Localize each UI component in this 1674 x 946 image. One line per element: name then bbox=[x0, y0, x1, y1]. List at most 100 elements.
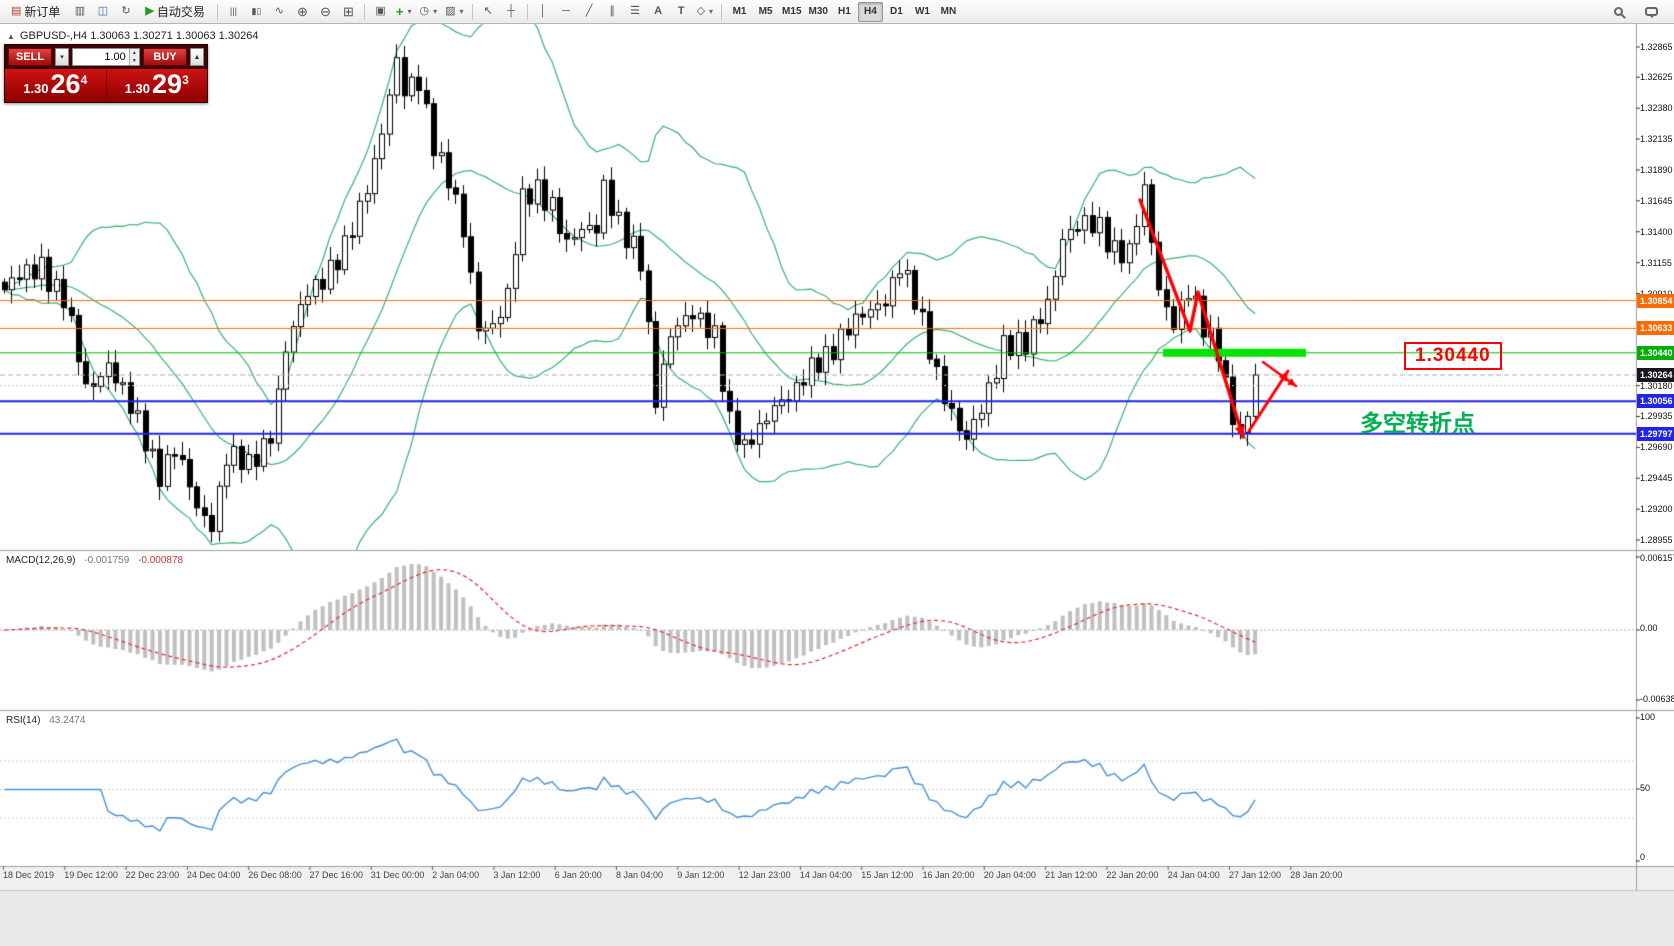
timeframe-m30[interactable]: M30 bbox=[808, 6, 828, 17]
line-chart-icon: ∿ bbox=[274, 5, 285, 17]
horizontal-line-tool-button[interactable]: ─ bbox=[556, 2, 577, 22]
price-scale-label: 1.29200 bbox=[1640, 504, 1673, 515]
bar-chart-button[interactable]: ||| bbox=[223, 2, 244, 22]
candlestick-chart-button[interactable]: ▮▯ bbox=[246, 2, 267, 22]
fibonacci-tool-button[interactable]: ☰ bbox=[625, 2, 646, 22]
price-scale-label: 1.29935 bbox=[1640, 411, 1673, 422]
price-scale-label: 1.30910 bbox=[1640, 289, 1673, 299]
toolbar-separator bbox=[721, 3, 723, 20]
volume-stepper: ▲ ▼ bbox=[128, 49, 139, 65]
crosshair-button[interactable]: ┼ bbox=[501, 2, 522, 22]
price-scale-label: 1.29690 bbox=[1640, 442, 1673, 453]
toolbar-separator bbox=[363, 3, 365, 20]
crosshair-icon: ┼ bbox=[507, 5, 515, 17]
price-tag-130440: 1.30440 bbox=[1637, 345, 1674, 360]
timeframe-m5[interactable]: M5 bbox=[758, 6, 773, 17]
candlestick-chart-icon: ▮▯ bbox=[251, 6, 262, 16]
label-tool-button[interactable]: T bbox=[671, 2, 692, 22]
price-scale[interactable]: 1.32865 1.32625 1.32380 1.32135 1.31890 1.316… bbox=[1637, 0, 1674, 946]
chevron-down-icon: ▾ bbox=[709, 7, 714, 16]
trendline-tool-button[interactable]: ╱ bbox=[579, 2, 600, 22]
horizontal-line-icon: ─ bbox=[562, 5, 570, 17]
shapes-tool-button[interactable]: ◇ ▾ bbox=[694, 2, 716, 22]
sell-options-dropdown[interactable]: ▾ bbox=[55, 48, 69, 66]
time-axis-label: 26 Dec 08:00 bbox=[248, 870, 302, 880]
time-axis-label: 22 Dec 23:00 bbox=[125, 870, 180, 880]
time-axis-label: 3 Jan 12:00 bbox=[493, 870, 541, 880]
chat-icon bbox=[1645, 7, 1658, 18]
volume-up-icon[interactable]: ▲ bbox=[129, 49, 139, 57]
price-scale-label: 1.32625 bbox=[1640, 72, 1673, 83]
cursor-button[interactable]: ↖ bbox=[478, 2, 499, 22]
price-scale-label: 1.31890 bbox=[1640, 164, 1673, 175]
zoom-out-icon: ⊖ bbox=[319, 4, 331, 19]
timeframe-h1[interactable]: H1 bbox=[838, 6, 851, 17]
text-tool-icon: A bbox=[654, 5, 663, 17]
time-axis-label: 21 Jan 12:00 bbox=[1045, 870, 1098, 880]
trade-panel-controls: SELL ▾ ▲ ▼ BUY ▲ bbox=[5, 45, 207, 69]
cascade-windows-icon: ▣ bbox=[375, 5, 386, 17]
price-scale-label: 1.32865 bbox=[1640, 42, 1673, 52]
timeframe-w1[interactable]: W1 bbox=[914, 6, 930, 17]
price-scale-label: 1.28955 bbox=[1640, 535, 1673, 546]
zoom-out-button[interactable]: ⊖ bbox=[315, 2, 336, 22]
indicators-button[interactable]: + ▾ bbox=[393, 2, 415, 22]
sell-button[interactable]: SELL bbox=[8, 48, 52, 66]
price-scale-label: 1.29445 bbox=[1640, 473, 1673, 484]
templates-button[interactable]: ▨ ▾ bbox=[442, 2, 466, 22]
time-axis-label: 20 Jan 04:00 bbox=[983, 870, 1036, 880]
buy-button[interactable]: BUY bbox=[143, 48, 187, 66]
zoom-in-button[interactable]: ⊕ bbox=[292, 2, 313, 22]
time-axis-label: 22 Jan 20:00 bbox=[1106, 870, 1159, 880]
buy-options-dropdown[interactable]: ▲ bbox=[190, 48, 204, 66]
sell-price[interactable]: 1.30 26 4 bbox=[5, 69, 106, 102]
line-chart-button[interactable]: ∿ bbox=[269, 2, 290, 22]
vertical-line-tool-button[interactable]: │ bbox=[533, 2, 554, 22]
channel-tool-button[interactable]: ∥ bbox=[602, 2, 623, 22]
cascade-windows-button[interactable]: ▣ bbox=[370, 2, 391, 22]
rsi-value: 43.2474 bbox=[49, 715, 86, 726]
volume-input[interactable] bbox=[73, 49, 129, 65]
bar-chart-icon: ||| bbox=[229, 6, 237, 16]
sell-price-base: 1.30 bbox=[23, 80, 49, 96]
time-axis-label: 2 Jan 04:00 bbox=[432, 870, 480, 880]
search-button[interactable] bbox=[1608, 2, 1629, 22]
refresh-button[interactable]: ↻ bbox=[115, 2, 136, 22]
chat-button[interactable] bbox=[1641, 2, 1662, 22]
price-scale-label: 1.31155 bbox=[1640, 257, 1672, 268]
auto-trading-button[interactable]: ▶ 自动交易 bbox=[138, 2, 211, 22]
macd-name: MACD(12,26,9) bbox=[6, 555, 76, 566]
price-tag-130633: 1.30633 bbox=[1637, 321, 1674, 336]
symbol-ohlc-text: GBPUSD-,H4 1.30063 1.30271 1.30063 1.302… bbox=[19, 30, 259, 42]
periods-button[interactable]: ◷ ▾ bbox=[417, 2, 441, 22]
time-axis-label: 27 Dec 16:00 bbox=[309, 870, 364, 880]
macd-scale-label: 0.00 bbox=[1640, 623, 1658, 633]
trade-panel-prices: 1.30 26 4 1.30 29 3 bbox=[5, 69, 207, 102]
volume-down-icon[interactable]: ▼ bbox=[129, 57, 139, 65]
price-tag-130056: 1.30056 bbox=[1637, 394, 1674, 409]
time-axis-label: 16 Jan 20:00 bbox=[922, 870, 975, 880]
new-order-button[interactable]: ▤ 新订单 bbox=[4, 2, 67, 22]
charts-button[interactable]: ▥ bbox=[69, 2, 90, 22]
vertical-line-icon: │ bbox=[539, 5, 547, 17]
timeframe-m15[interactable]: M15 bbox=[782, 6, 802, 17]
autotrade-play-icon: ▶ bbox=[145, 5, 154, 17]
buy-price-point: 3 bbox=[182, 73, 189, 87]
profiles-button[interactable]: ◫ bbox=[92, 2, 113, 22]
clock-icon: ◷ bbox=[419, 5, 430, 17]
timeframe-mn[interactable]: MN bbox=[940, 6, 957, 17]
price-annotation-box[interactable]: 1.30440 bbox=[1404, 342, 1502, 370]
turning-point-text[interactable]: 多空转折点 bbox=[1360, 410, 1475, 436]
symbol-marker-icon: ▲ bbox=[7, 31, 15, 41]
timeframe-d1[interactable]: D1 bbox=[890, 6, 903, 17]
time-axis-label: 24 Jan 04:00 bbox=[1167, 870, 1220, 880]
timeframe-h4[interactable]: H4 bbox=[857, 1, 883, 22]
tile-windows-button[interactable]: ⊞ bbox=[338, 2, 359, 22]
price-scale-label: 1.32380 bbox=[1640, 103, 1673, 114]
timeframe-m1[interactable]: M1 bbox=[732, 6, 747, 17]
buy-price[interactable]: 1.30 29 3 bbox=[105, 69, 208, 102]
time-axis-label: 9 Jan 12:00 bbox=[677, 870, 725, 880]
text-tool-button[interactable]: A bbox=[648, 2, 669, 22]
rsi-scale-label: 50 bbox=[1640, 783, 1651, 793]
